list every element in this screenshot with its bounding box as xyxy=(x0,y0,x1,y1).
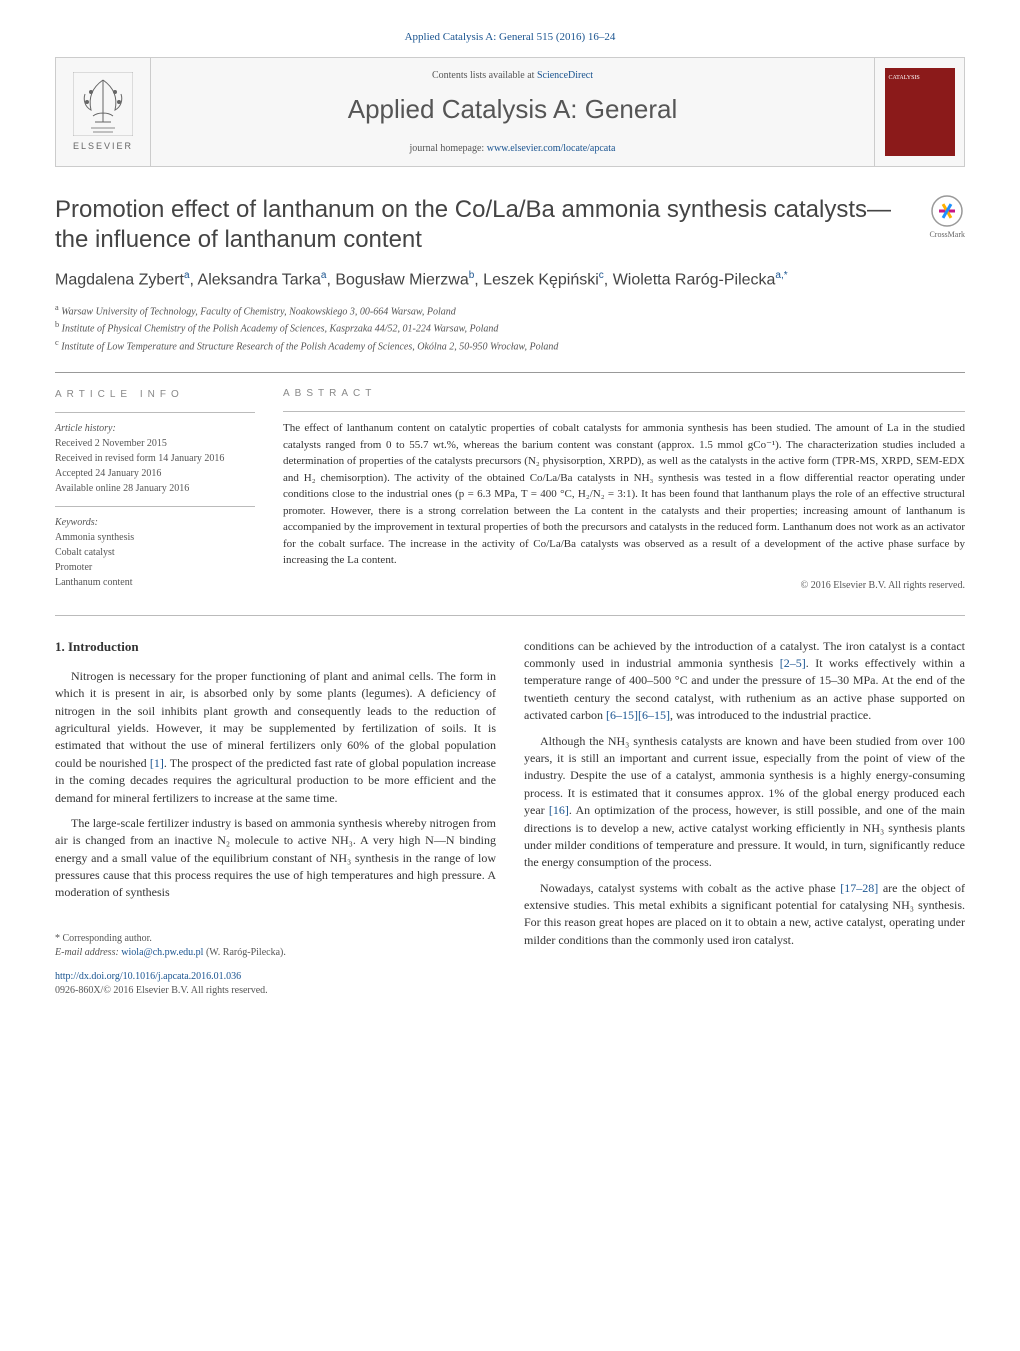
info-rule xyxy=(55,412,255,413)
history-head: Article history: xyxy=(55,421,255,436)
author-2: , Aleksandra Tarka xyxy=(190,272,321,289)
author-5: , Wioletta Raróg-Pilecka xyxy=(604,272,776,289)
ref-17-28[interactable]: [17–28] xyxy=(840,881,878,895)
doi-link[interactable]: http://dx.doi.org/10.1016/j.apcata.2016.… xyxy=(55,970,496,984)
author-1: Magdalena Zybert xyxy=(55,272,184,289)
email-link[interactable]: wiola@ch.pw.edu.pl xyxy=(121,947,203,958)
crossmark-icon xyxy=(931,195,963,227)
keyword-3: Promoter xyxy=(55,560,255,575)
meta-row: ARTICLE INFO Article history: Received 2… xyxy=(55,387,965,593)
homepage-line: journal homepage: www.elsevier.com/locat… xyxy=(410,142,616,156)
kw-rule xyxy=(55,506,255,507)
page-root: Applied Catalysis A: General 515 (2016) … xyxy=(0,0,1020,1038)
corresponding-note: * Corresponding author. xyxy=(55,932,496,946)
affiliation-b: b Institute of Physical Chemistry of the… xyxy=(55,319,965,336)
title-row: Promotion effect of lanthanum on the Co/… xyxy=(55,195,965,255)
ref-6-15[interactable]: [6–15] xyxy=(606,708,638,722)
email-line: E-mail address: wiola@ch.pw.edu.pl (W. R… xyxy=(55,946,496,960)
keyword-2: Cobalt catalyst xyxy=(55,545,255,560)
body-columns: 1. Introduction Nitrogen is necessary fo… xyxy=(55,638,965,998)
top-citation-link[interactable]: Applied Catalysis A: General 515 (2016) … xyxy=(55,30,965,45)
keyword-1: Ammonia synthesis xyxy=(55,530,255,545)
history-accepted: Accepted 24 January 2016 xyxy=(55,466,255,481)
journal-name: Applied Catalysis A: General xyxy=(348,91,678,127)
affiliation-a: a Warsaw University of Technology, Facul… xyxy=(55,302,965,319)
publisher-logo-block: ELSEVIER xyxy=(56,58,151,166)
ref-16[interactable]: [16] xyxy=(549,803,569,817)
col1-p2: The large-scale fertilizer industry is b… xyxy=(55,815,496,902)
body-col-right: conditions can be achieved by the introd… xyxy=(524,638,965,998)
article-info-label: ARTICLE INFO xyxy=(55,387,255,402)
col1-p1-a: Nitrogen is necessary for the proper fun… xyxy=(55,669,496,770)
col2-p3: Nowadays, catalyst systems with cobalt a… xyxy=(524,880,965,950)
affiliations-block: a Warsaw University of Technology, Facul… xyxy=(55,302,965,354)
email-name: (W. Raróg-Pilecka). xyxy=(203,947,285,958)
intro-heading: 1. Introduction xyxy=(55,638,496,656)
affiliation-c: c Institute of Low Temperature and Struc… xyxy=(55,337,965,354)
sciencedirect-link[interactable]: ScienceDirect xyxy=(537,70,593,81)
contents-line: Contents lists available at ScienceDirec… xyxy=(432,69,593,83)
corresponding-footer: * Corresponding author. E-mail address: … xyxy=(55,932,496,998)
ref-6-15b[interactable]: [6–15] xyxy=(638,708,670,722)
homepage-link[interactable]: www.elsevier.com/locate/apcata xyxy=(487,143,616,154)
keywords-head: Keywords: xyxy=(55,515,255,530)
journal-cover-thumb[interactable]: CATALYSIS xyxy=(885,68,955,156)
keyword-4: Lanthanum content xyxy=(55,575,255,590)
authors-line: Magdalena Zyberta, Aleksandra Tarkaa, Bo… xyxy=(55,269,965,292)
issn-line: 0926-860X/© 2016 Elsevier B.V. All right… xyxy=(55,984,496,998)
author-4: , Leszek Kępiński xyxy=(474,272,599,289)
banner-center: Contents lists available at ScienceDirec… xyxy=(151,58,874,166)
col2-p3-a: Nowadays, catalyst systems with cobalt a… xyxy=(540,881,840,895)
ref-1[interactable]: [1] xyxy=(150,756,164,770)
affiliation-a-text: Warsaw University of Technology, Faculty… xyxy=(61,306,456,317)
doi-block: http://dx.doi.org/10.1016/j.apcata.2016.… xyxy=(55,970,496,998)
journal-banner: ELSEVIER Contents lists available at Sci… xyxy=(55,57,965,167)
divider-rule xyxy=(55,372,965,373)
article-title: Promotion effect of lanthanum on the Co/… xyxy=(55,195,909,255)
ref-2-5[interactable]: [2–5] xyxy=(780,656,806,670)
elsevier-tree-icon xyxy=(73,72,133,136)
cover-thumb-slot: CATALYSIS xyxy=(874,58,964,166)
history-revised: Received in revised form 14 January 2016 xyxy=(55,451,255,466)
homepage-prefix: journal homepage: xyxy=(410,143,487,154)
abstract-rule xyxy=(283,411,965,412)
cover-label: CATALYSIS xyxy=(889,74,920,82)
affiliation-c-text: Institute of Low Temperature and Structu… xyxy=(61,341,558,352)
elsevier-label: ELSEVIER xyxy=(73,140,133,153)
affiliation-b-text: Institute of Physical Chemistry of the P… xyxy=(62,324,499,335)
history-received: Received 2 November 2015 xyxy=(55,436,255,451)
col2-p1-c: , was introduced to the industrial pract… xyxy=(670,708,871,722)
history-online: Available online 28 January 2016 xyxy=(55,481,255,496)
crossmark-label: CrossMark xyxy=(929,229,965,240)
footer-rule: * Corresponding author. E-mail address: … xyxy=(55,932,496,998)
col1-p1: Nitrogen is necessary for the proper fun… xyxy=(55,668,496,807)
contents-prefix: Contents lists available at xyxy=(432,70,537,81)
col2-p1: conditions can be achieved by the introd… xyxy=(524,638,965,725)
crossmark-badge[interactable]: CrossMark xyxy=(929,195,965,240)
article-info-col: ARTICLE INFO Article history: Received 2… xyxy=(55,387,255,593)
abstract-label: ABSTRACT xyxy=(283,387,965,401)
abstract-copyright: © 2016 Elsevier B.V. All rights reserved… xyxy=(283,579,965,593)
col2-p2-b: . An optimization of the process, howeve… xyxy=(524,803,965,869)
body-col-left: 1. Introduction Nitrogen is necessary fo… xyxy=(55,638,496,998)
body-top-rule xyxy=(55,615,965,616)
author-3: , Bogusław Mierzwa xyxy=(326,272,468,289)
abstract-text: The effect of lanthanum content on catal… xyxy=(283,420,965,569)
abstract-col: ABSTRACT The effect of lanthanum content… xyxy=(283,387,965,593)
email-label: E-mail address: xyxy=(55,947,121,958)
author-5-aff: a,* xyxy=(775,270,787,281)
col2-p2: Although the NH₃ synthesis catalysts are… xyxy=(524,733,965,872)
